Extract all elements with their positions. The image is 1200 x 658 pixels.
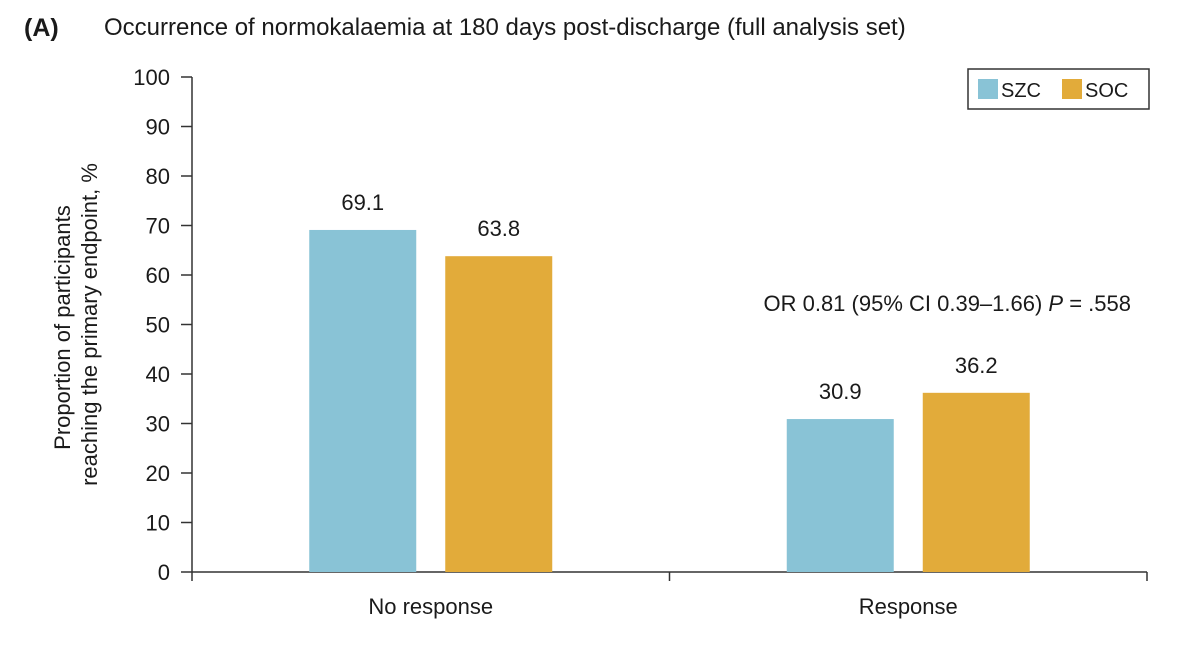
y-tick-label: 100: [133, 65, 170, 90]
y-axis: 0 10 20 30 40 50 60 70 80 90 100: [133, 65, 193, 585]
bar-soc-no-response: [445, 256, 553, 572]
value-label: 63.8: [477, 216, 520, 241]
value-label: 69.1: [341, 190, 384, 215]
y-tick-label: 40: [146, 362, 170, 387]
legend-label-szc: SZC: [1001, 80, 1041, 102]
y-tick-label: 30: [146, 412, 170, 437]
x-axis: No response Response: [191, 571, 1148, 619]
annotation-pre: OR 0.81 (95% CI 0.39–1.66): [763, 291, 1048, 316]
chart-title: Occurrence of normokalaemia at 180 days …: [104, 14, 906, 41]
x-tick-label: No response: [368, 594, 493, 619]
annotation-post: = .558: [1063, 291, 1131, 316]
panel-label: (A): [24, 14, 59, 42]
bar-szc-response: [786, 419, 894, 572]
legend-swatch-szc: [978, 79, 998, 99]
y-tick-label: 0: [158, 560, 170, 585]
y-axis-label-line-1: Proportion of participants: [50, 205, 75, 450]
bar-soc-response: [922, 392, 1030, 572]
legend-label-soc: SOC: [1085, 80, 1128, 102]
legend-box: [967, 68, 1150, 110]
y-tick-label: 10: [146, 511, 170, 536]
y-tick-label: 90: [146, 115, 170, 140]
y-axis-label: Proportion of participants reaching the …: [50, 163, 102, 486]
bar-szc-no-response: [309, 229, 417, 572]
y-tick-label: 60: [146, 263, 170, 288]
y-axis-label-line-2: reaching the primary endpoint, %: [77, 163, 102, 486]
odds-ratio-annotation: OR 0.81 (95% CI 0.39–1.66) P = .558: [763, 291, 1131, 316]
value-labels: 69.1 63.8 30.9 36.2: [341, 190, 997, 404]
y-tick-label: 50: [146, 313, 170, 338]
y-tick-label: 20: [146, 461, 170, 486]
y-tick-label: 80: [146, 164, 170, 189]
x-tick-label: Response: [859, 594, 958, 619]
value-label: 30.9: [819, 379, 862, 404]
annotation-italic: P: [1048, 291, 1063, 316]
bars: [309, 229, 1030, 572]
value-label: 36.2: [955, 353, 998, 378]
y-tick-label: 70: [146, 214, 170, 239]
legend: SZC SOC: [967, 68, 1150, 110]
legend-swatch-soc: [1062, 79, 1082, 99]
